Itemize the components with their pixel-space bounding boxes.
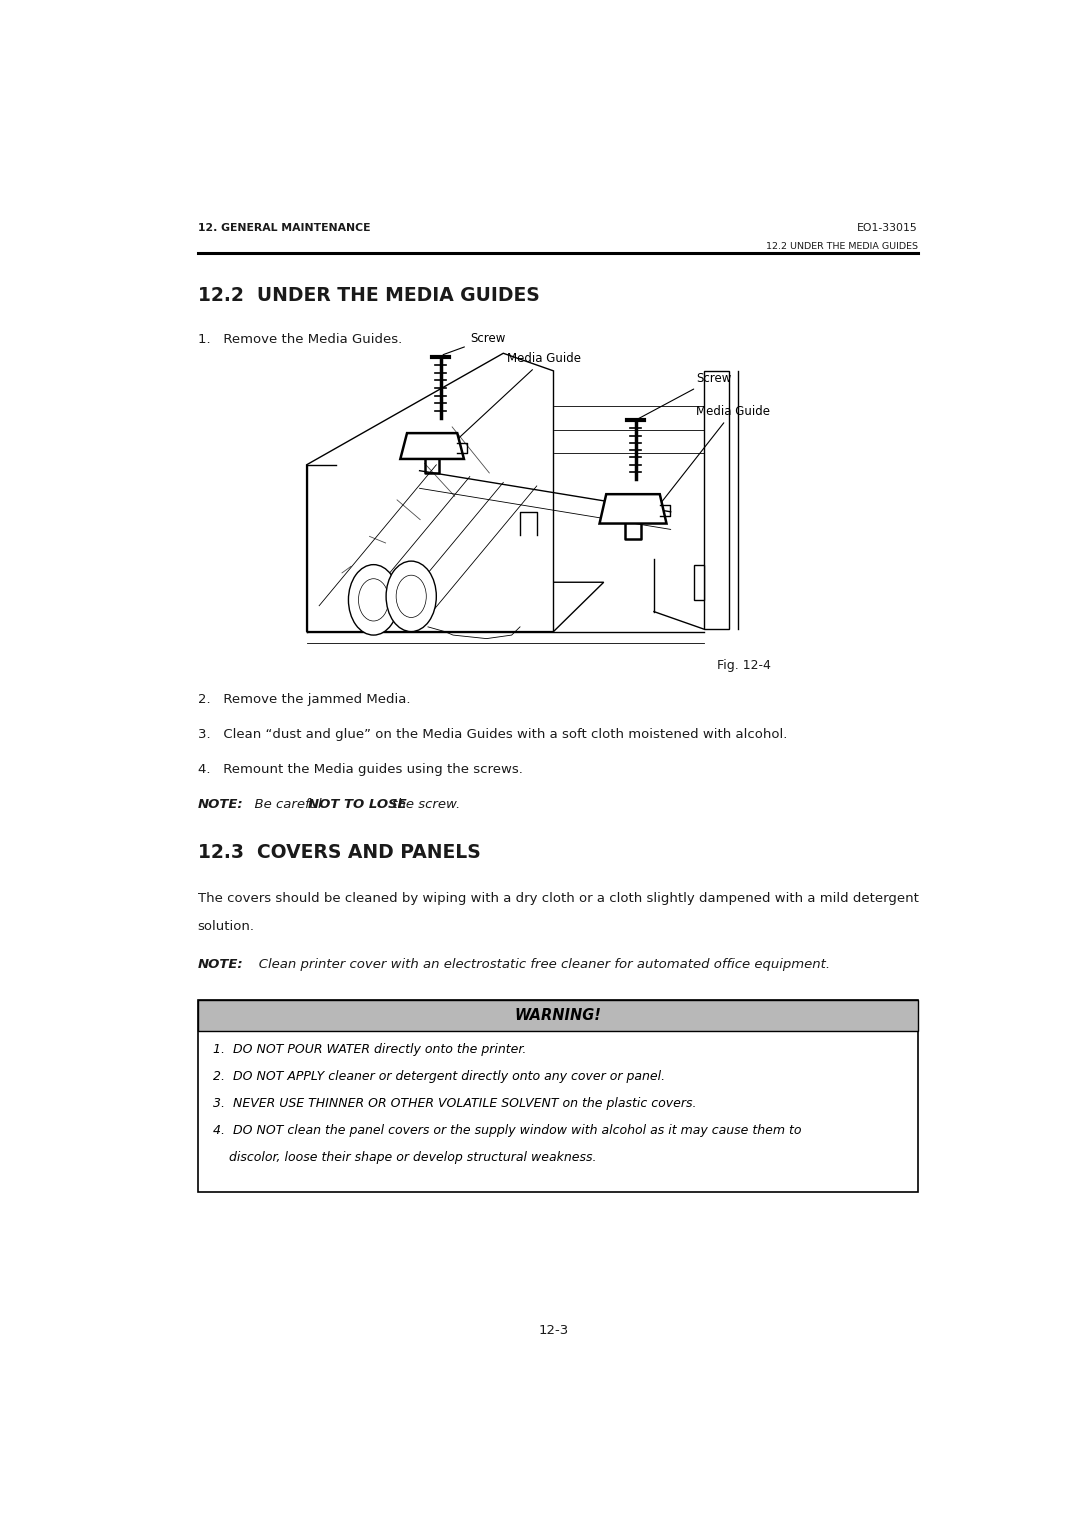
Text: 2.  DO NOT APPLY cleaner or detergent directly onto any cover or panel.: 2. DO NOT APPLY cleaner or detergent dir… [213,1069,665,1083]
Text: NOTE:: NOTE: [198,798,243,811]
Text: The covers should be cleaned by wiping with a dry cloth or a cloth slightly damp: The covers should be cleaned by wiping w… [198,892,919,906]
Text: NOTE:: NOTE: [198,958,243,971]
Text: 12.2  UNDER THE MEDIA GUIDES: 12.2 UNDER THE MEDIA GUIDES [198,287,540,305]
Text: NOT TO LOSE: NOT TO LOSE [308,798,407,811]
Text: discolor, loose their shape or develop structural weakness.: discolor, loose their shape or develop s… [213,1150,596,1164]
Bar [704,371,729,630]
Text: 12.2 UNDER THE MEDIA GUIDES: 12.2 UNDER THE MEDIA GUIDES [766,242,918,250]
Bar [198,1000,918,1191]
Text: Screw: Screw [638,372,731,419]
Text: 3.  NEVER USE THINNER OR OTHER VOLATILE SOLVENT on the plastic covers.: 3. NEVER USE THINNER OR OTHER VOLATILE S… [213,1096,697,1110]
Text: 3.   Clean “dust and glue” on the Media Guides with a soft cloth moistened with : 3. Clean “dust and glue” on the Media Gu… [198,727,787,741]
Text: 12-3: 12-3 [538,1324,569,1337]
Text: Media Guide: Media Guide [656,404,770,509]
Text: solution.: solution. [198,921,255,933]
Text: EO1-33015: EO1-33015 [856,223,918,233]
Text: 4.  DO NOT clean the panel covers or the supply window with alcohol as it may ca: 4. DO NOT clean the panel covers or the … [213,1124,801,1136]
Text: Fig. 12-4: Fig. 12-4 [717,659,771,671]
Text: 4.   Remount the Media guides using the screws.: 4. Remount the Media guides using the sc… [198,762,523,776]
Circle shape [387,561,436,631]
Polygon shape [307,583,604,631]
Text: Be careful: Be careful [246,798,326,811]
Text: 12.3  COVERS AND PANELS: 12.3 COVERS AND PANELS [198,843,481,862]
Bar [198,1000,918,1031]
Circle shape [349,564,399,634]
Text: Media Guide: Media Guide [451,352,581,445]
Text: 1.  DO NOT POUR WATER directly onto the printer.: 1. DO NOT POUR WATER directly onto the p… [213,1043,526,1055]
Text: WARNING!: WARNING! [514,1008,602,1023]
Circle shape [396,575,427,618]
Polygon shape [307,354,554,631]
Circle shape [359,578,389,621]
Text: Screw: Screw [443,332,505,355]
Text: the screw.: the screw. [388,798,460,811]
Polygon shape [401,433,464,459]
Text: 12. GENERAL MAINTENANCE: 12. GENERAL MAINTENANCE [198,223,370,233]
Text: 2.   Remove the jammed Media.: 2. Remove the jammed Media. [198,692,410,706]
Polygon shape [599,494,666,523]
Text: Clean printer cover with an electrostatic free cleaner for automated office equi: Clean printer cover with an electrostati… [246,958,831,971]
Text: 1.   Remove the Media Guides.: 1. Remove the Media Guides. [198,334,402,346]
Bar [694,564,704,599]
